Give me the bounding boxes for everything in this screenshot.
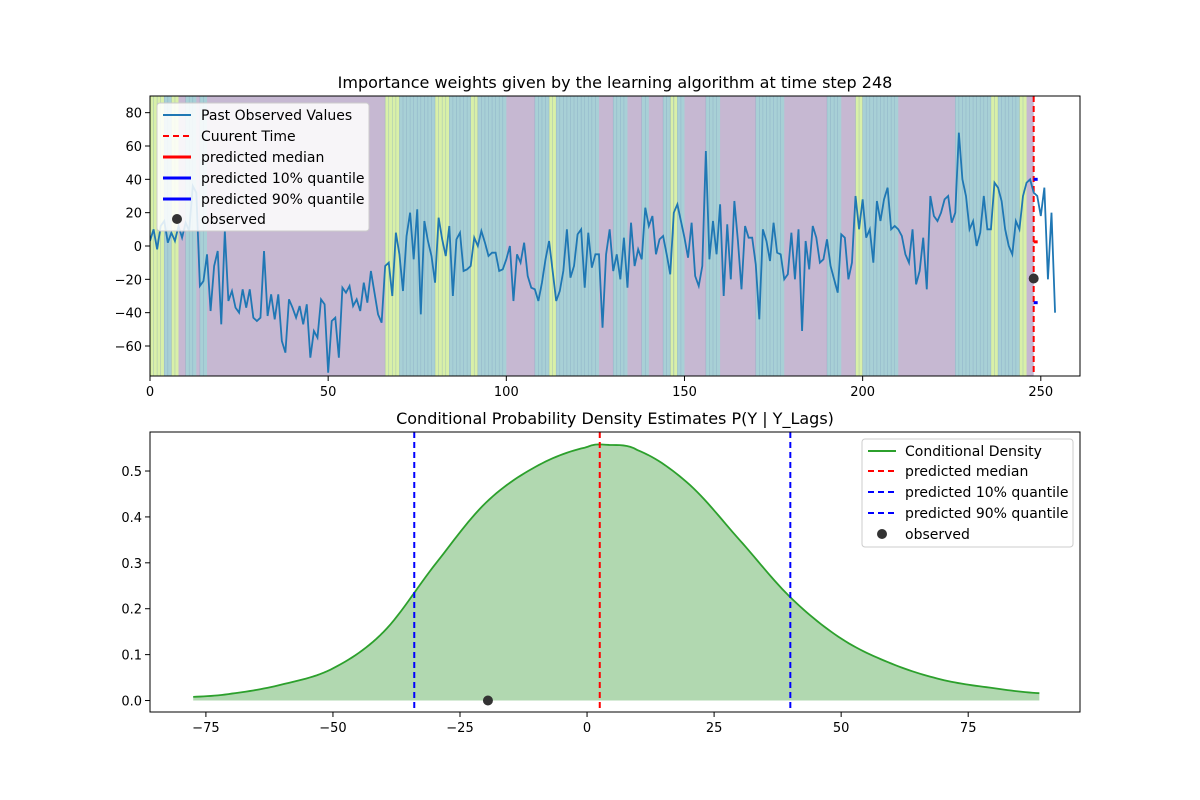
y-tick-label: −20 bbox=[115, 273, 142, 288]
conditional-density-fill bbox=[193, 444, 1040, 701]
legend-label-past-observed: Past Observed Values bbox=[201, 108, 352, 124]
y-tick-label: 0 bbox=[134, 240, 142, 255]
legend-label-q10: predicted 10% quantile bbox=[201, 171, 365, 187]
legend-label-median-2: predicted median bbox=[905, 464, 1028, 480]
x-tick-label: −75 bbox=[192, 721, 219, 736]
past-observed-values-line bbox=[150, 132, 1056, 373]
top-panel: Importance weights given by the learning… bbox=[115, 73, 1081, 400]
y-tick-label: 80 bbox=[125, 107, 142, 122]
y-tick-label: 0.4 bbox=[121, 511, 142, 526]
x-tick-label: 0 bbox=[583, 721, 591, 736]
x-tick-label: 75 bbox=[960, 721, 977, 736]
bottom-y-axis: 0.0 0.1 0.2 0.3 0.4 0.5 bbox=[121, 465, 150, 710]
top-x-axis: 0 50 100 150 200 250 bbox=[146, 376, 1053, 400]
y-tick-label: 0.1 bbox=[121, 649, 142, 664]
x-tick-label: −50 bbox=[319, 721, 346, 736]
top-y-axis: −60 −40 −20 0 20 40 60 80 bbox=[115, 107, 150, 355]
x-tick-label: 150 bbox=[672, 385, 697, 400]
bottom-x-axis: −75 −50 −25 0 25 50 75 bbox=[192, 712, 976, 736]
x-tick-label: 250 bbox=[1028, 385, 1053, 400]
top-legend: Past Observed Values Cuurent Time predic… bbox=[156, 102, 370, 232]
x-tick-label: −25 bbox=[446, 721, 473, 736]
weight-highlights bbox=[150, 96, 1034, 376]
top-prediction-marks bbox=[1028, 177, 1039, 305]
legend-swatch-observed bbox=[172, 214, 182, 224]
bottom-chart-title: Conditional Probability Density Estimate… bbox=[396, 409, 834, 429]
y-tick-label: −60 bbox=[115, 340, 142, 355]
bottom-reference-lines bbox=[413, 432, 792, 712]
x-tick-label: 0 bbox=[146, 385, 154, 400]
top-legend-box bbox=[156, 102, 370, 232]
legend-label-density: Conditional Density bbox=[905, 444, 1042, 460]
legend-label-q90: predicted 90% quantile bbox=[201, 192, 365, 208]
y-tick-label: 0.2 bbox=[121, 603, 142, 618]
y-tick-label: 40 bbox=[125, 173, 142, 188]
x-tick-label: 50 bbox=[320, 385, 337, 400]
bottom-legend: Conditional Density predicted median pre… bbox=[861, 438, 1074, 548]
legend-label-q90-2: predicted 90% quantile bbox=[905, 506, 1069, 522]
legend-label-observed-2: observed bbox=[905, 527, 970, 543]
bottom-panel: Conditional Probability Density Estimate… bbox=[121, 409, 1081, 736]
observed-point bbox=[482, 695, 493, 706]
legend-label-q10-2: predicted 10% quantile bbox=[905, 485, 1069, 501]
y-tick-label: 0.0 bbox=[121, 695, 142, 710]
y-tick-label: 20 bbox=[125, 207, 142, 222]
top-chart-title: Importance weights given by the learning… bbox=[338, 73, 893, 92]
x-tick-label: 100 bbox=[494, 385, 519, 400]
observed-point bbox=[1028, 273, 1039, 284]
y-tick-label: 0.5 bbox=[121, 465, 142, 480]
bottom-axes-frame bbox=[149, 431, 1081, 713]
legend-label-median: predicted median bbox=[201, 150, 324, 166]
y-tick-label: 60 bbox=[125, 140, 142, 155]
top-axes-frame bbox=[149, 95, 1081, 377]
bottom-legend-box bbox=[861, 438, 1074, 548]
conditional-density-line bbox=[193, 443, 1040, 698]
y-tick-label: −40 bbox=[115, 307, 142, 322]
weight-band-mid bbox=[185, 96, 197, 376]
y-tick-label: 0.3 bbox=[121, 557, 142, 572]
x-tick-label: 200 bbox=[850, 385, 875, 400]
x-tick-label: 50 bbox=[833, 721, 850, 736]
legend-label-observed: observed bbox=[201, 212, 266, 228]
legend-swatch-observed-2 bbox=[877, 529, 887, 539]
x-tick-label: 25 bbox=[706, 721, 723, 736]
legend-label-current-time: Cuurent Time bbox=[201, 129, 296, 145]
